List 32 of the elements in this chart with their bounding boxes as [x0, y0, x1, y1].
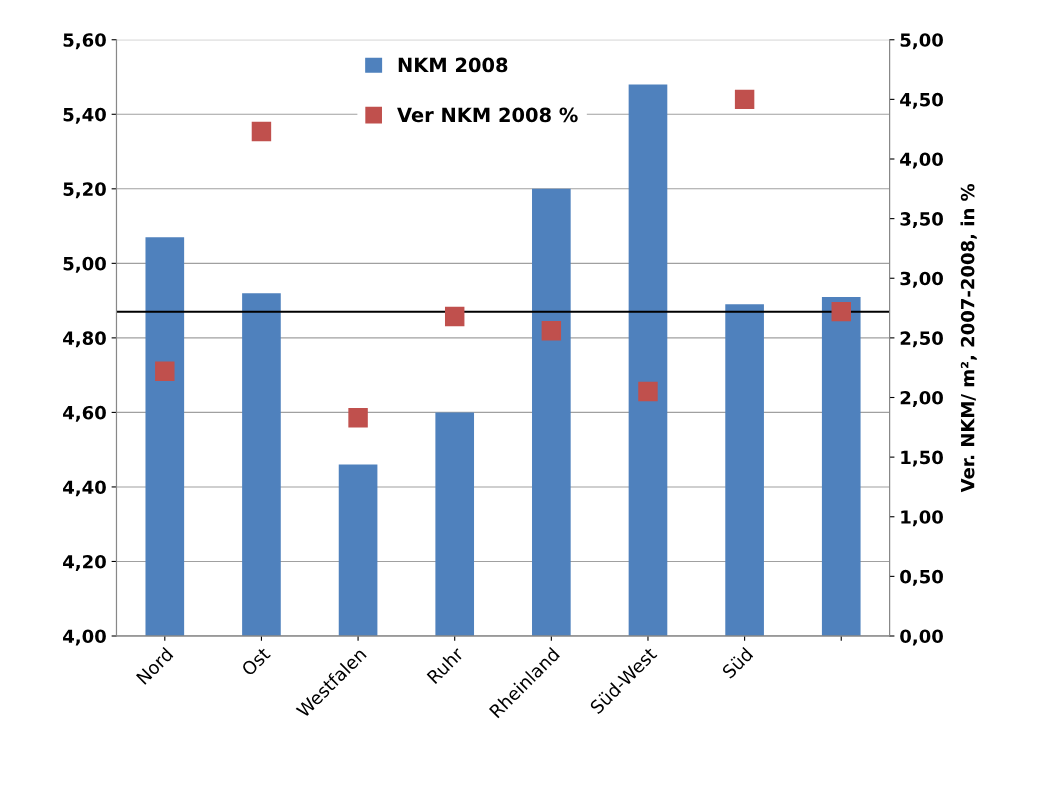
- y2-tick-label: 1,00: [901, 510, 943, 527]
- y2-tick-label: 4,50: [900, 92, 943, 109]
- y2-tick-label: 4,00: [900, 152, 943, 169]
- legend-label: NKM 2008: [398, 57, 508, 73]
- y-tick-label: 5,40: [63, 107, 106, 124]
- legend-label: Ver NKM 2008 %: [397, 107, 578, 123]
- y-tick-label: 5,60: [63, 33, 106, 50]
- y-tick-label: 4,00: [63, 629, 106, 646]
- y-tick-label: 4,40: [63, 480, 106, 497]
- y-tick-label: 4,60: [63, 405, 106, 422]
- y2-tick-label: 1,50: [901, 450, 943, 467]
- point: [155, 361, 175, 381]
- x-tick-label: Ost: [240, 646, 272, 677]
- y2-tick-label: 3,00: [900, 271, 943, 288]
- point: [734, 89, 755, 110]
- y2-tick-label: 2,00: [900, 390, 943, 407]
- point: [251, 121, 272, 142]
- y-tick-label: 5,00: [63, 256, 106, 273]
- point: [831, 301, 851, 322]
- y-tick-label: 5,20: [63, 182, 106, 199]
- y2-tick-label: 5,00: [900, 33, 943, 50]
- point: [638, 381, 658, 402]
- y-tick-label: 4,20: [63, 554, 106, 571]
- point: [444, 306, 465, 327]
- y2-tick-label: 3,50: [900, 212, 943, 229]
- y2-tick-label: 0,50: [900, 569, 943, 586]
- y-tick-label: 4,80: [63, 331, 106, 348]
- y2-tick-label: 2,50: [900, 331, 943, 348]
- point: [348, 408, 368, 428]
- y2-axis-title: Ver. NKM/ m², 2007-2008, in %: [960, 183, 977, 493]
- y2-tick-label: 0,00: [900, 629, 943, 646]
- point: [541, 320, 562, 341]
